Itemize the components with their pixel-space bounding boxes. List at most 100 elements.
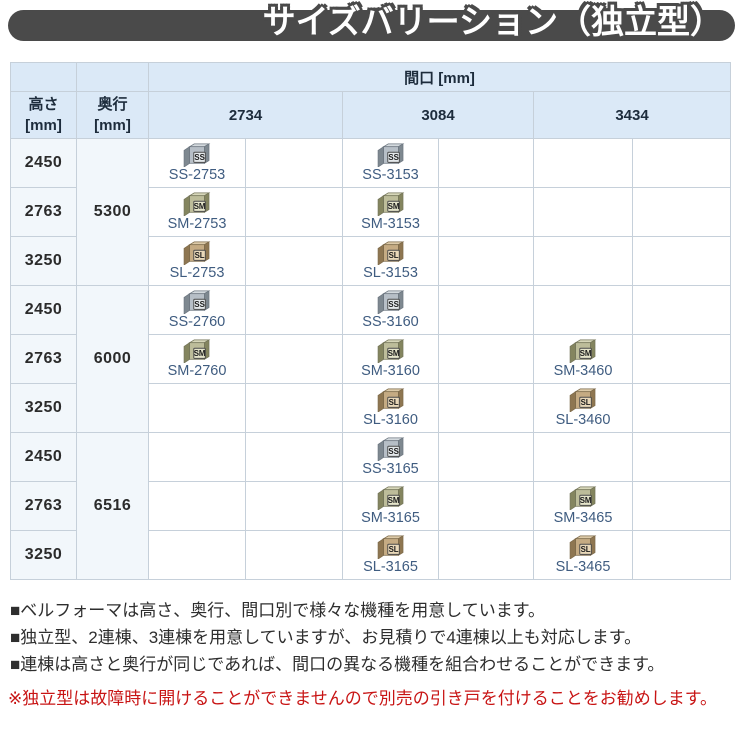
empty-cell xyxy=(533,432,633,482)
product-code-link[interactable]: SM-3465 xyxy=(553,509,613,526)
empty-cell xyxy=(438,187,534,237)
product-code-link[interactable]: SS-2753 xyxy=(168,166,226,183)
empty-cell xyxy=(631,383,732,433)
product-cell[interactable]: SL SL-3160 xyxy=(342,383,439,433)
svg-text:SS: SS xyxy=(194,300,204,309)
product-cell[interactable]: SL SL-3460 xyxy=(533,383,633,433)
height-value-cell: 3250 xyxy=(10,236,77,286)
product-cell[interactable]: SM SM-3460 xyxy=(533,334,633,384)
empty-cell xyxy=(631,285,732,335)
product-code-link[interactable]: SM-3165 xyxy=(361,509,420,526)
product-cell[interactable]: SS SS-3165 xyxy=(342,432,439,482)
empty-cell xyxy=(245,187,343,237)
svg-text:SS: SS xyxy=(388,447,398,456)
shed-sl-icon: SL xyxy=(183,240,211,265)
product-cell[interactable]: SM SM-2753 xyxy=(148,187,246,237)
empty-cell xyxy=(438,285,534,335)
product-cell[interactable]: SL SL-3465 xyxy=(533,530,633,580)
product-code-link[interactable]: SL-3160 xyxy=(363,411,418,428)
maguchi-span-header: 間口 [mm] xyxy=(147,62,732,92)
height-column-header: 高さ [mm] xyxy=(10,91,77,139)
height-value-cell: 2450 xyxy=(10,138,77,188)
svg-text:SL: SL xyxy=(195,251,205,260)
empty-cell xyxy=(148,481,246,531)
product-code-link[interactable]: SL-3153 xyxy=(363,264,418,281)
empty-cell xyxy=(533,285,633,335)
product-code-link[interactable]: SS-3165 xyxy=(362,460,419,477)
empty-cell xyxy=(438,530,534,580)
table-row: 3250 SL SL-2753 SL SL-3153 xyxy=(10,236,732,286)
shed-sm-icon: SM xyxy=(377,191,404,216)
svg-text:SM: SM xyxy=(580,349,592,358)
svg-text:SM: SM xyxy=(387,349,399,358)
product-code-link[interactable]: SM-3460 xyxy=(553,362,613,379)
empty-cell xyxy=(438,138,534,188)
product-cell[interactable]: SS SS-2753 xyxy=(148,138,246,188)
product-cell[interactable]: SM SM-2760 xyxy=(148,334,246,384)
shed-sm-icon: SM xyxy=(183,338,211,363)
product-entry: SL SL-3465 xyxy=(534,534,632,576)
product-entry: SM SM-3160 xyxy=(343,338,438,380)
empty-cell xyxy=(245,334,343,384)
product-code-link[interactable]: SM-2753 xyxy=(167,215,227,232)
product-code-link[interactable]: SM-3160 xyxy=(361,362,420,379)
svg-text:SL: SL xyxy=(581,398,591,407)
svg-text:SL: SL xyxy=(388,545,398,554)
empty-cell xyxy=(631,187,732,237)
height-value-cell: 2763 xyxy=(10,187,77,237)
height-value-cell: 3250 xyxy=(10,383,77,433)
svg-text:SL: SL xyxy=(388,398,398,407)
table-row: 3250 SL SL-3160 SL SL-3460 xyxy=(10,383,732,433)
empty-cell xyxy=(148,383,246,433)
product-cell[interactable]: SL SL-2753 xyxy=(148,236,246,286)
height-value-cell: 2450 xyxy=(10,432,77,482)
product-entry: SM SM-2760 xyxy=(149,338,245,380)
page: サイズバリーション（独立型） 間口 [mm] 高さ [mm] 奥行 [mm] 2… xyxy=(0,3,740,711)
product-cell[interactable]: SM SM-3160 xyxy=(342,334,439,384)
product-cell[interactable]: SS SS-3160 xyxy=(342,285,439,335)
product-entry: SL SL-2753 xyxy=(149,240,245,282)
empty-cell xyxy=(148,530,246,580)
product-code-link[interactable]: SL-3460 xyxy=(555,411,611,428)
empty-cell xyxy=(245,383,343,433)
shed-ss-icon: SS xyxy=(377,289,404,314)
product-cell[interactable]: SM SM-3165 xyxy=(342,481,439,531)
table-row: 2763 SM SM-2753 SM SM-3153 xyxy=(10,187,732,237)
empty-cell xyxy=(245,236,343,286)
product-entry: SS SS-3153 xyxy=(343,142,438,184)
product-code-link[interactable]: SS-2760 xyxy=(168,313,226,330)
product-cell[interactable]: SS SS-3153 xyxy=(342,138,439,188)
product-code-link[interactable]: SS-3160 xyxy=(362,313,419,330)
empty-cell xyxy=(631,481,732,531)
svg-text:SL: SL xyxy=(388,251,398,260)
maguchi-header-2734: 2734 xyxy=(148,91,343,139)
product-entry: SL SL-3460 xyxy=(534,387,632,429)
svg-text:SS: SS xyxy=(194,153,204,162)
product-code-link[interactable]: SL-3165 xyxy=(363,558,418,575)
size-variation-table: 間口 [mm] 高さ [mm] 奥行 [mm] 2734 3084 3434 2… xyxy=(10,62,732,580)
svg-text:SL: SL xyxy=(581,545,591,554)
product-entry: SM SM-3165 xyxy=(343,485,438,527)
product-cell[interactable]: SL SL-3153 xyxy=(342,236,439,286)
product-code-link[interactable]: SM-3153 xyxy=(361,215,420,232)
height-value-cell: 2763 xyxy=(10,481,77,531)
svg-text:SS: SS xyxy=(388,153,398,162)
shed-sm-icon: SM xyxy=(569,485,597,510)
product-cell[interactable]: SM SM-3153 xyxy=(342,187,439,237)
empty-cell xyxy=(245,481,343,531)
maguchi-header-3084: 3084 xyxy=(342,91,534,139)
shed-sl-icon: SL xyxy=(569,387,597,412)
product-cell[interactable]: SL SL-3165 xyxy=(342,530,439,580)
size-table-body: 2450 5300 SS SS-2753 SS SS-3153 2763 SM SM-2753 S… xyxy=(10,138,732,580)
shed-sm-icon: SM xyxy=(569,338,597,363)
product-cell[interactable]: SM SM-3465 xyxy=(533,481,633,531)
shed-sm-icon: SM xyxy=(183,191,211,216)
table-row: 2763 SM SM-3165 SM SM-3465 xyxy=(10,481,732,531)
product-code-link[interactable]: SL-3465 xyxy=(555,558,611,575)
product-code-link[interactable]: SL-2753 xyxy=(169,264,225,281)
product-code-link[interactable]: SS-3153 xyxy=(362,166,419,183)
product-code-link[interactable]: SM-2760 xyxy=(167,362,227,379)
product-entry: SL SL-3160 xyxy=(343,387,438,429)
table-row: 2450 5300 SS SS-2753 SS SS-3153 xyxy=(10,138,732,286)
product-cell[interactable]: SS SS-2760 xyxy=(148,285,246,335)
